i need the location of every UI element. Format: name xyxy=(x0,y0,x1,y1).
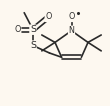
Text: O: O xyxy=(68,13,75,21)
Text: O: O xyxy=(45,13,52,21)
Text: S: S xyxy=(30,25,36,34)
Text: N: N xyxy=(69,26,74,35)
Text: O: O xyxy=(14,25,21,34)
Text: S: S xyxy=(30,41,36,50)
